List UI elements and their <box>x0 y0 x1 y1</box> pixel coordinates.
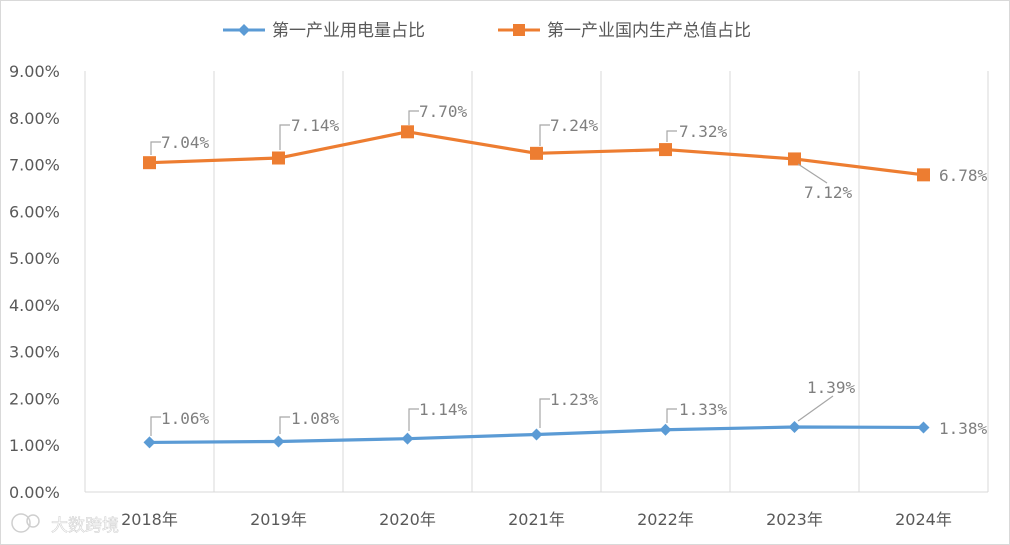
data-point-square <box>530 146 543 160</box>
watermark-text: 大数跨境 <box>51 516 119 536</box>
leader-line <box>666 408 677 423</box>
y-tick-label: 8.00% <box>9 109 60 128</box>
series <box>143 125 930 449</box>
leader-line <box>797 395 834 422</box>
data-label: 1.06% <box>161 409 210 428</box>
data-point-diamond <box>788 420 801 433</box>
data-label: 7.04% <box>161 133 210 152</box>
leader-line <box>150 141 161 155</box>
y-tick-label: 0.00% <box>9 483 60 502</box>
y-tick-label: 1.00% <box>9 436 60 455</box>
data-point-square <box>401 125 414 139</box>
data-point-diamond <box>143 436 156 449</box>
data-label: 1.08% <box>291 409 340 428</box>
legend-marker-square <box>513 24 525 36</box>
data-point-square <box>143 156 156 170</box>
data-label: 1.14% <box>419 400 468 419</box>
y-tick-label: 4.00% <box>9 296 60 315</box>
watermark-logo-icon-2 <box>26 514 40 528</box>
y-tick-label: 3.00% <box>9 343 60 362</box>
x-tick-label: 2023年 <box>766 510 823 529</box>
legend-label: 第一产业用电量占比 <box>272 21 425 41</box>
axes: 0.00% 1.00% 2.00% 3.00% 4.00% 5.00% 6.00% 7.00%… <box>9 62 988 529</box>
x-tick-label: 2021年 <box>508 510 565 529</box>
leader-line <box>797 163 828 184</box>
data-point-square <box>272 151 285 165</box>
leader-line <box>408 110 419 125</box>
data-point-square <box>659 143 672 157</box>
data-point-diamond <box>272 435 285 448</box>
data-label: 7.24% <box>550 116 599 135</box>
y-tick-label: 2.00% <box>9 389 60 408</box>
legend: 第一产业用电量占比 第一产业国内生产总值占比 <box>223 21 751 41</box>
legend-marker-diamond <box>238 24 250 36</box>
data-label: 1.39% <box>807 378 856 397</box>
data-label: 6.78% <box>939 166 988 185</box>
leader-line <box>150 416 161 436</box>
leader-line <box>539 398 550 428</box>
data-point-diamond <box>530 428 543 441</box>
data-label: 7.14% <box>291 116 340 135</box>
y-tick-label: 7.00% <box>9 156 60 175</box>
data-point-square <box>788 152 801 166</box>
leader-line <box>666 130 677 142</box>
x-tick-label: 2020年 <box>379 510 436 529</box>
x-tick-label: 2019年 <box>250 510 307 529</box>
y-tick-label: 9.00% <box>9 62 60 81</box>
y-tick-label: 5.00% <box>9 249 60 268</box>
data-label: 7.32% <box>679 122 728 141</box>
x-tick-label: 2022年 <box>637 510 694 529</box>
leader-line <box>408 408 419 431</box>
legend-label: 第一产业国内生产总值占比 <box>547 21 751 41</box>
leader-line <box>539 124 550 146</box>
data-label: 1.33% <box>679 400 728 419</box>
data-point-diamond <box>917 421 930 434</box>
data-point-diamond <box>659 423 672 436</box>
data-label: 7.70% <box>419 102 468 121</box>
leader-line <box>279 416 290 434</box>
data-label: 1.38% <box>939 419 988 438</box>
data-label: 1.23% <box>550 390 599 409</box>
watermark: 大数跨境 <box>11 513 119 536</box>
watermark-logo-icon <box>11 513 31 533</box>
x-tick-label: 2024年 <box>895 510 952 529</box>
data-point-diamond <box>401 432 414 445</box>
y-tick-label: 6.00% <box>9 202 60 221</box>
leader-line <box>279 124 290 150</box>
data-labels: 1.06% 1.08% 1.14% 1.23% 1.33% 1.39% 1.38% 7.04%… <box>150 102 988 438</box>
data-label: 7.12% <box>804 183 853 202</box>
x-tick-label: 2018年 <box>121 510 178 529</box>
data-point-square <box>917 168 930 182</box>
